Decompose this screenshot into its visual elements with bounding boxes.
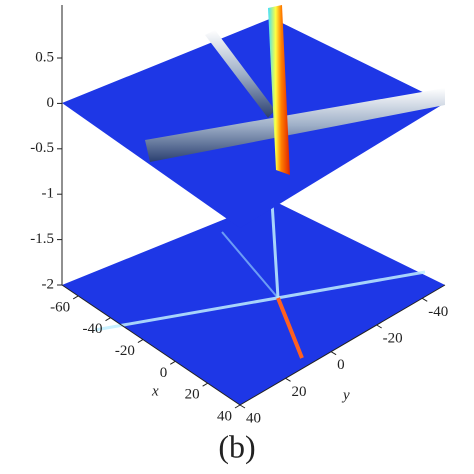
x-tick bbox=[170, 360, 176, 365]
z-tick-label: -0.5 bbox=[30, 140, 54, 156]
y-axis bbox=[239, 284, 446, 406]
y-tick bbox=[330, 351, 337, 356]
z-tick-label: -2 bbox=[42, 276, 55, 292]
surfaces bbox=[62, 5, 445, 405]
caption: (b) bbox=[218, 428, 255, 464]
x-axis bbox=[61, 284, 241, 406]
density-peak bbox=[276, 297, 304, 359]
x-axis-label: x bbox=[151, 383, 159, 399]
y-tick-label: 40 bbox=[246, 410, 261, 426]
x-tick-label: 20 bbox=[185, 387, 200, 403]
x-tick bbox=[202, 382, 208, 387]
y-tick bbox=[239, 404, 246, 409]
x-tick bbox=[137, 339, 144, 343]
x-tick-label: 0 bbox=[160, 365, 168, 381]
z-tick-label: -1 bbox=[42, 186, 55, 202]
spike bbox=[268, 5, 290, 175]
y-tick bbox=[285, 377, 291, 382]
x-tick-label: -20 bbox=[115, 343, 135, 359]
density-line bbox=[270, 201, 280, 299]
density-line bbox=[94, 270, 426, 332]
x-tick bbox=[72, 295, 79, 300]
z-tick-label: 0 bbox=[47, 95, 55, 111]
y-tick-label: -40 bbox=[428, 304, 448, 320]
z-tick-label: 0.5 bbox=[35, 49, 54, 65]
y-tick-label: 20 bbox=[292, 384, 307, 400]
x-tick-label: -60 bbox=[50, 299, 70, 315]
ridge bbox=[205, 30, 275, 118]
x-tick bbox=[234, 404, 241, 409]
y-tick-label: -20 bbox=[383, 330, 403, 346]
y-tick-label: 0 bbox=[337, 357, 345, 373]
y-tick bbox=[376, 324, 382, 329]
x-tick-label: 40 bbox=[217, 408, 232, 424]
z-tick-label: -1.5 bbox=[30, 231, 54, 247]
ridge bbox=[145, 88, 445, 162]
y-axis-label: y bbox=[341, 387, 350, 403]
x-tick-label: -40 bbox=[83, 321, 103, 337]
density-line bbox=[221, 231, 279, 299]
x-tick bbox=[105, 317, 111, 322]
y-tick bbox=[421, 297, 428, 302]
